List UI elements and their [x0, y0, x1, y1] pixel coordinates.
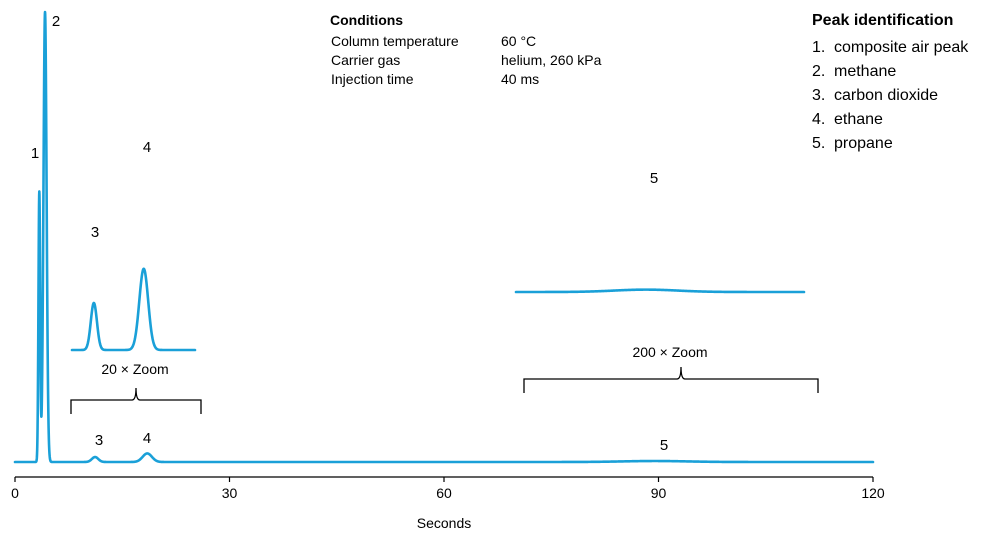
conditions-label: Carrier gas [331, 52, 401, 68]
conditions-label: Injection time [331, 71, 414, 87]
peak-label-2: 2 [52, 13, 60, 30]
peak-identification-number: 2. [812, 63, 826, 80]
x-tick-label: 120 [861, 485, 885, 501]
zoom-peak-label-5: 5 [650, 170, 658, 187]
conditions-table: Column temperature 60 °C Carrier gas helium… [331, 32, 601, 89]
peak-identification-name: ethane [834, 111, 883, 128]
peak-identification-list: 1. composite air peak 2. methane 3. carbon di… [812, 36, 968, 156]
conditions-value: helium, 260 kPa [501, 52, 602, 68]
conditions-row: Column temperature 60 °C [331, 32, 601, 51]
conditions-row: Carrier gas helium, 260 kPa [331, 51, 601, 70]
conditions-title: Conditions [330, 12, 404, 28]
peak-label-4: 4 [143, 430, 151, 447]
peak-identification-item: 5. propane [812, 132, 968, 156]
peak-identification-item: 4. ethane [812, 108, 968, 132]
zoom-label: 20 × Zoom [101, 361, 168, 377]
conditions-panel: Conditions Column temperature 60 °C Carrie… [330, 11, 601, 89]
zoom-peak-label-4: 4 [143, 139, 151, 156]
x-tick-label: 90 [651, 485, 667, 501]
peak-identification-item: 2. methane [812, 60, 968, 84]
x-tick-label: 0 [11, 485, 19, 501]
conditions-label: Column temperature [331, 33, 459, 49]
conditions-value: 60 °C [501, 33, 537, 49]
peak-label-3: 3 [95, 432, 103, 449]
zoom-peak-label-3: 3 [91, 224, 99, 241]
zoom-inset-1: 3 4 20 × Zoom [70, 139, 202, 414]
zoom-trace [514, 288, 806, 294]
peak-identification-name: propane [834, 135, 893, 152]
x-axis-title: Seconds [417, 515, 471, 531]
peak-label-5: 5 [660, 437, 668, 454]
x-tick-label: 60 [436, 485, 452, 501]
conditions-row: Injection time 40 ms [331, 70, 601, 89]
conditions-value: 40 ms [501, 71, 540, 87]
peak-identification-number: 1. [812, 39, 826, 56]
peak-identification-number: 5. [812, 135, 826, 152]
peak-identification-title: Peak identification [812, 12, 954, 29]
peak-identification-name: composite air peak [834, 39, 969, 56]
peak-identification-name: methane [834, 63, 897, 80]
peak-identification-name: carbon dioxide [834, 87, 939, 104]
peak-identification-panel: Peak identification 1. composite air peak… [812, 11, 968, 156]
chromatogram-trace [13, 10, 875, 464]
peak-identification-item: 1. composite air peak [812, 36, 968, 60]
zoom-bracket [523, 366, 819, 393]
zoom-bracket [70, 387, 202, 414]
x-tick-label: 30 [222, 485, 238, 501]
peak-identification-number: 3. [812, 87, 826, 104]
peak-identification-number: 4. [812, 111, 826, 128]
zoom-trace [70, 267, 197, 352]
peak-identification-item: 3. carbon dioxide [812, 84, 968, 108]
zoom-inset-2: 5 200 × Zoom [514, 170, 819, 393]
peak-label-1: 1 [31, 145, 39, 162]
zoom-label: 200 × Zoom [632, 344, 707, 360]
